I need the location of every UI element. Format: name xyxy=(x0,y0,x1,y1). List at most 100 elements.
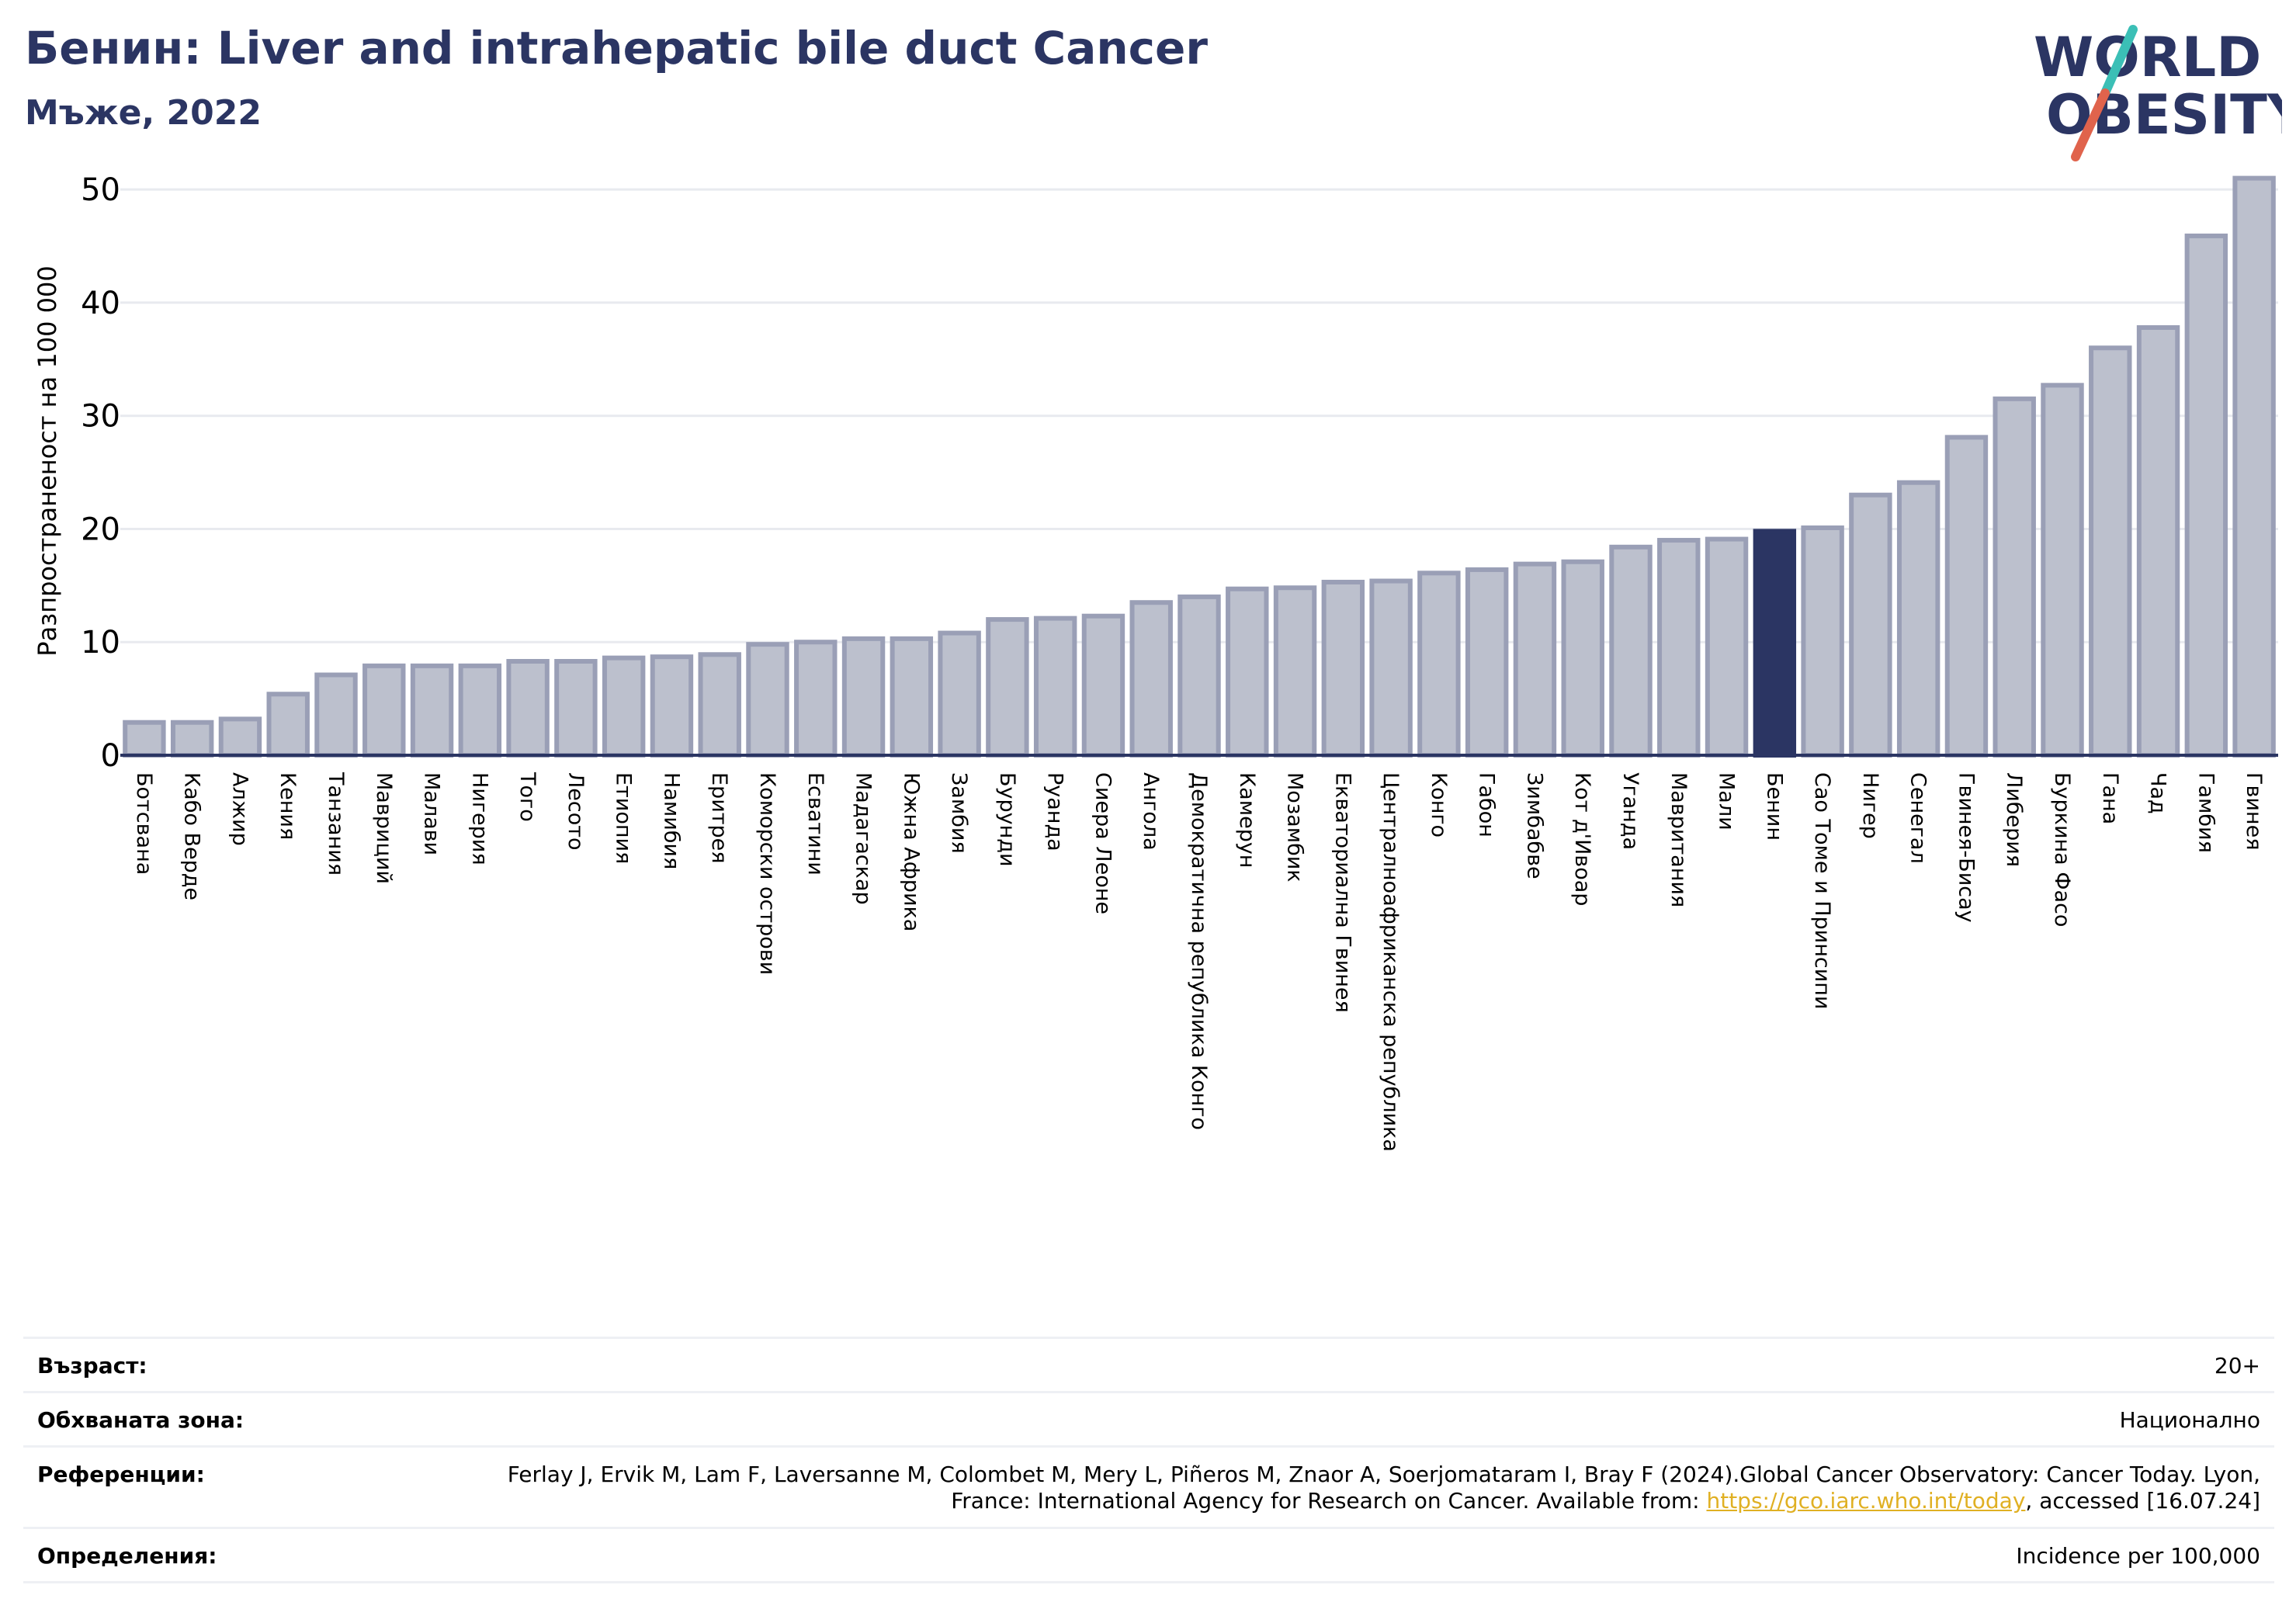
bar xyxy=(698,652,741,758)
references-label: Референции: xyxy=(37,1462,205,1487)
bar xyxy=(1801,525,1844,758)
x-tick-label: Нигерия xyxy=(467,772,491,865)
y-tick-label: 30 xyxy=(81,399,120,435)
x-tick-label: Малави xyxy=(420,772,444,855)
bar xyxy=(1561,559,1604,758)
bar xyxy=(1896,480,1941,758)
bar xyxy=(2041,383,2084,758)
y-tick-label: 0 xyxy=(101,738,120,774)
x-tick-label: Ботсвана xyxy=(132,772,156,875)
x-tick-label: Мали xyxy=(1715,772,1739,831)
references-text-part2: , accessed [16.07.24] xyxy=(2025,1488,2260,1514)
x-tick-label: Демократична република Конго xyxy=(1187,772,1211,1130)
bar xyxy=(890,636,934,758)
bar xyxy=(2184,233,2228,758)
x-tick-label: Гамбия xyxy=(2194,772,2218,853)
y-tick-label: 40 xyxy=(81,286,120,321)
bar xyxy=(1753,529,1797,758)
definitions-label: Определения: xyxy=(37,1543,217,1569)
bar xyxy=(1657,538,1701,758)
references-link[interactable]: https://gco.iarc.who.int/today xyxy=(1706,1488,2026,1514)
bar xyxy=(1081,613,1125,758)
x-tick-label: Замбия xyxy=(947,772,971,854)
bar xyxy=(410,663,454,758)
bar xyxy=(506,659,550,758)
x-tick-label: Кабо Верде xyxy=(180,772,204,900)
bar xyxy=(170,720,214,758)
bar xyxy=(266,692,310,758)
bar-chart: 0 10 20 30 40 50 Разпространеност на 100 000 Бо… xyxy=(33,172,2278,1152)
x-tick-label: Южна Африка xyxy=(899,772,923,931)
x-tick-label: Сиера Леоне xyxy=(1091,772,1115,914)
x-tick-label: Либерия xyxy=(2002,772,2026,867)
x-tick-label: Гвинея xyxy=(2242,772,2266,850)
bar xyxy=(841,636,886,758)
x-tick-label: Руанда xyxy=(1043,772,1067,851)
bar xyxy=(1417,570,1461,758)
bar xyxy=(1705,536,1749,758)
page-title: Бенин: Liver and intrahepatic bile duct … xyxy=(25,22,1208,75)
x-tick-label: Коморски острови xyxy=(755,772,779,975)
x-tick-label: Мадагаскар xyxy=(851,772,876,905)
bar xyxy=(458,663,502,758)
x-tick-label: Сенегал xyxy=(1906,772,1930,864)
chart-footer: Възраст: 20+ Обхваната зона: Национално … xyxy=(23,1337,2274,1583)
bar xyxy=(2232,175,2276,758)
x-tick-label: Мавриций xyxy=(372,772,396,884)
footer-coverage-row: Обхваната зона: Национално xyxy=(23,1391,2274,1445)
bar xyxy=(1849,492,1892,758)
x-tick-label: Кения xyxy=(276,772,300,840)
x-tick-label: Бурунди xyxy=(995,772,1019,867)
x-tick-label: Намибия xyxy=(659,772,683,869)
bar xyxy=(1177,594,1221,758)
y-tick-label: 10 xyxy=(81,625,120,661)
x-tick-label: Конго xyxy=(1427,772,1451,838)
bar xyxy=(1226,586,1269,758)
bar xyxy=(1513,561,1557,758)
references-text-part1: Ferlay J, Ervik M, Lam F, Laversanne M, … xyxy=(507,1462,2260,1514)
bar xyxy=(1993,396,2036,758)
bar xyxy=(938,630,981,758)
x-tick-label: Бенин xyxy=(1762,772,1786,841)
coverage-value: Национално xyxy=(2119,1407,2260,1433)
bar xyxy=(554,659,598,758)
x-tick-label: Танзания xyxy=(324,772,348,876)
x-tick-label: Буркина Фасо xyxy=(2050,772,2074,927)
bar xyxy=(650,654,694,758)
age-label: Възраст: xyxy=(37,1353,147,1379)
x-tick-label: Того xyxy=(515,772,539,822)
page-subtitle: Мъже, 2022 xyxy=(25,93,262,133)
x-tick-label: Есватини xyxy=(803,772,827,876)
bar xyxy=(1944,435,1989,758)
bar xyxy=(1033,616,1077,758)
x-tick-label: Лесото xyxy=(564,772,588,851)
y-tick-label: 50 xyxy=(81,172,120,208)
bar xyxy=(123,720,166,758)
bar xyxy=(218,716,262,758)
x-tick-label: Кот д'Ивоар xyxy=(1570,772,1594,906)
footer-references-row: Референции: Ferlay J, Ervik M, Lam F, La… xyxy=(23,1445,2274,1527)
bar xyxy=(2136,324,2180,758)
bar xyxy=(1369,578,1413,758)
bar xyxy=(362,663,406,758)
x-tick-label: Мозамбик xyxy=(1283,772,1307,883)
x-tick-label: Етиопия xyxy=(612,772,636,864)
x-tick-label: Мавритания xyxy=(1667,772,1691,907)
x-tick-label: Уганда xyxy=(1618,772,1642,850)
x-tick-label: Екваториална Гвинея xyxy=(1330,772,1354,1013)
bar xyxy=(1609,544,1653,758)
y-tick-label: 20 xyxy=(81,512,120,547)
bar xyxy=(602,655,646,758)
x-tick-label: Централноафриканска република xyxy=(1379,772,1403,1152)
age-value: 20+ xyxy=(2214,1353,2260,1379)
bar xyxy=(1273,585,1317,758)
x-tick-label: Нигер xyxy=(1858,772,1882,839)
x-tick-label: Сао Томе и Принсипи xyxy=(1810,772,1834,1009)
x-tick-label: Алжир xyxy=(227,772,251,846)
bar xyxy=(1321,579,1365,758)
bar xyxy=(794,640,838,758)
bar xyxy=(986,617,1029,758)
x-tick-label: Еритрея xyxy=(707,772,731,863)
bar xyxy=(746,642,789,758)
x-tick-label: Габон xyxy=(1475,772,1499,838)
